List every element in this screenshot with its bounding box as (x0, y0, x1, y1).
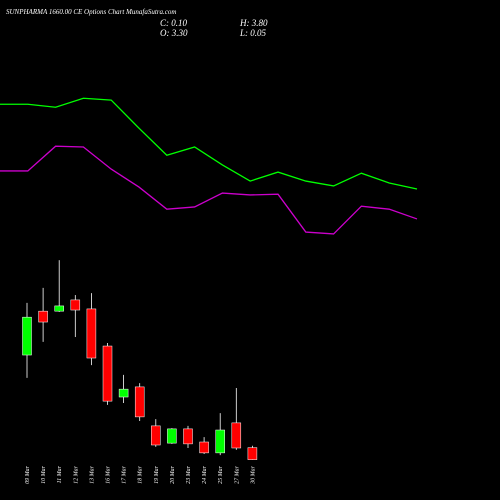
open-info: O: 3.30 (160, 28, 188, 38)
x-tick-label: 19 Mar (154, 465, 160, 483)
x-tick-label: 27 Mar (234, 465, 240, 483)
candle-body (54, 305, 64, 312)
x-tick-label: 18 Mar (138, 465, 144, 483)
x-tick-label: 20 Mar (170, 465, 176, 483)
indicator-line (0, 145, 418, 235)
candle-body (183, 428, 193, 445)
x-tick-label: 17 Mar (122, 465, 128, 483)
candle-body (167, 428, 177, 444)
high-info: H: 3.80 (239, 18, 268, 28)
x-tick-label: 12 Mar (73, 465, 79, 483)
low-info: L: 0.05 (239, 28, 267, 38)
candle-body (247, 447, 258, 460)
x-tick-label: 11 Mar (57, 465, 63, 483)
x-tick-label: 09 Mar (25, 465, 31, 483)
indicator-line (0, 97, 418, 190)
candle-body (118, 388, 129, 398)
x-tick-label: 23 Mar (186, 465, 192, 483)
candle-body (22, 316, 32, 356)
candle-body (70, 299, 81, 311)
candle-body (86, 308, 97, 359)
candle-body (231, 422, 242, 449)
candle-body (151, 425, 161, 446)
x-tick-label: 24 Mar (201, 465, 208, 483)
x-tick-label: 30 Mar (250, 465, 256, 484)
candle-body (38, 310, 48, 323)
x-tick-label: 13 Mar (89, 465, 95, 483)
chart-title: SUNPHARMA 1660.00 CE Options Chart Munaf… (6, 8, 176, 16)
x-tick-label: 10 Mar (41, 465, 47, 483)
candle-body (102, 345, 113, 402)
candle-body (215, 429, 225, 454)
candle-body (199, 441, 209, 454)
candle-body (134, 386, 145, 418)
close-info: C: 0.10 (160, 18, 188, 28)
x-tick-label: 16 Mar (106, 465, 112, 483)
x-tick-label: 25 Mar (218, 465, 224, 483)
